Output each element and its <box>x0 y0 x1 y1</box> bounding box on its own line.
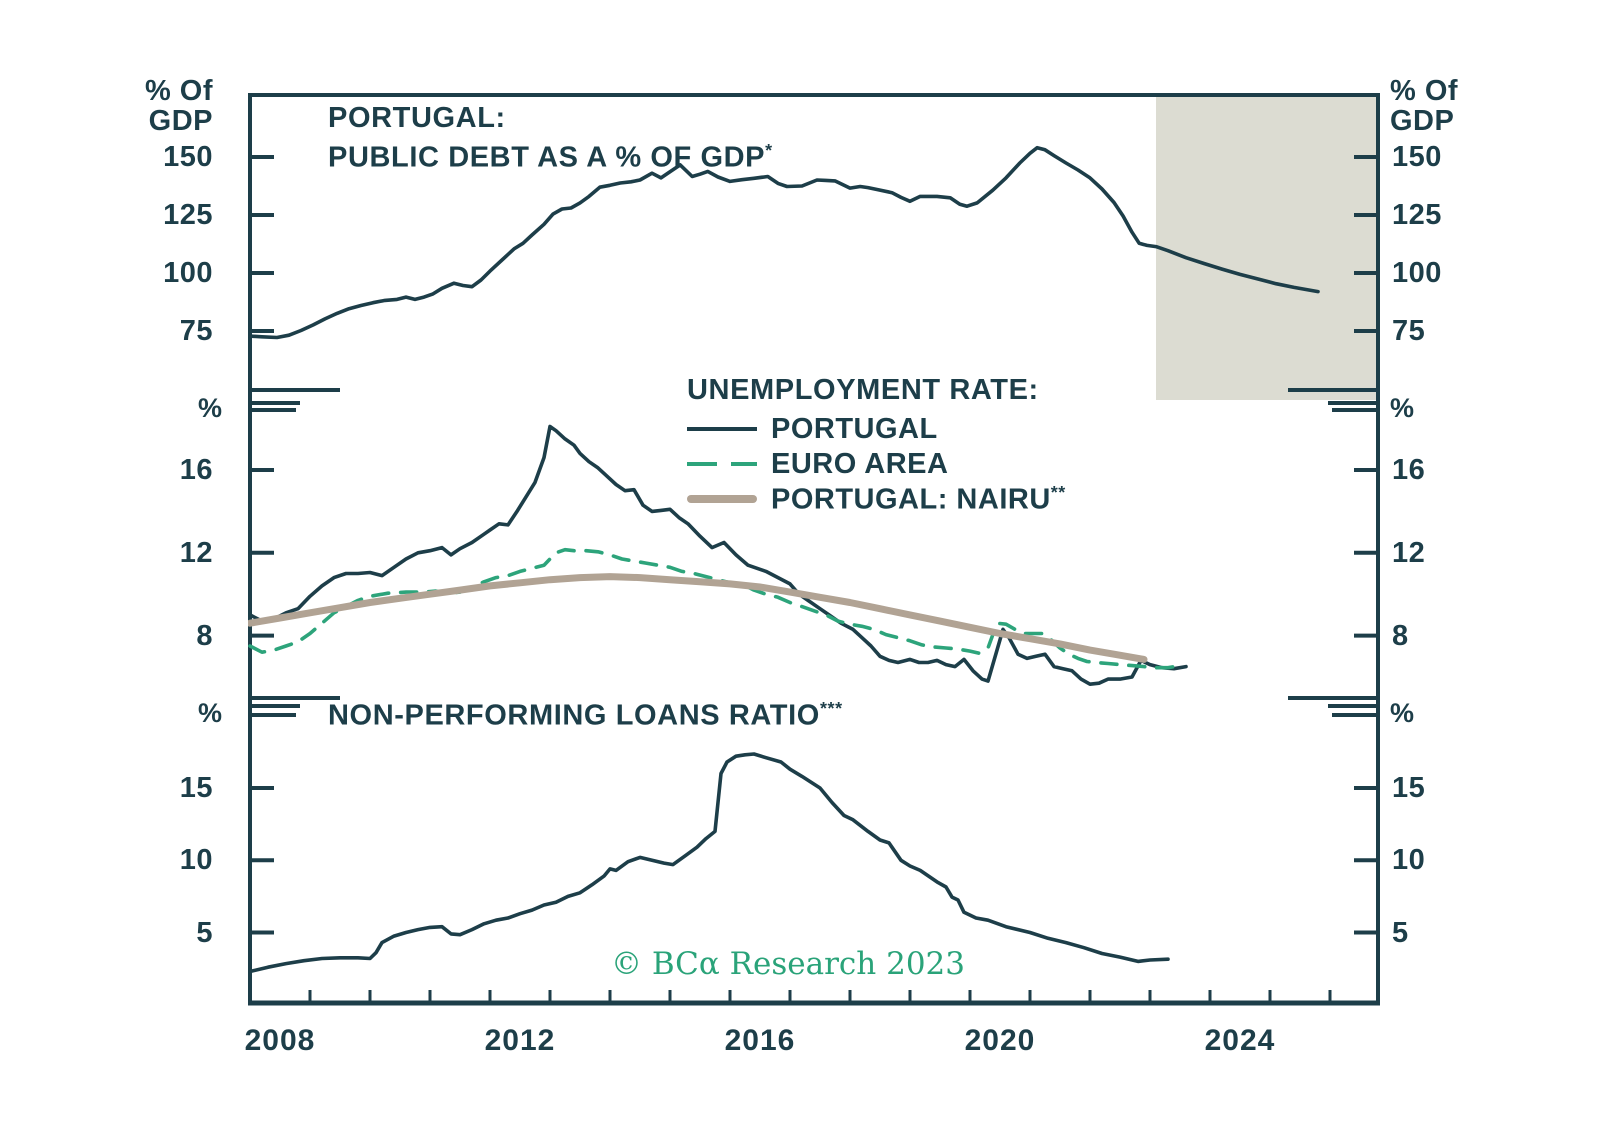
y-tick-label-left: 125 <box>163 199 213 231</box>
legend-item-nairu: PORTUGAL: NAIRU** <box>687 482 1066 516</box>
y-axis-unit-bottom-left: % <box>197 698 222 728</box>
y-tick-label-right: 15 <box>1392 772 1426 804</box>
y-tick-label-left: 100 <box>163 257 213 289</box>
y-tick-label-right: 16 <box>1392 454 1426 486</box>
y-tick-label-left: 5 <box>196 916 213 949</box>
debt-line <box>248 145 1320 340</box>
y-tick-label-left: 75 <box>179 315 213 347</box>
y-tick-label-right: 125 <box>1392 199 1442 231</box>
x-axis-year-label: 2008 <box>244 1024 316 1057</box>
y-tick-label-right: 100 <box>1392 257 1442 289</box>
x-axis-year-label: 2016 <box>724 1024 796 1057</box>
y-tick-label-right: 12 <box>1392 536 1426 569</box>
nairu-line <box>248 573 1148 663</box>
bottom-panel-title: NON-PERFORMING LOANS RATIO*** <box>328 698 843 732</box>
y-tick-label-right: 5 <box>1392 916 1409 949</box>
y-tick-label-right: 10 <box>1392 844 1426 877</box>
legend-item-portugal: PORTUGAL <box>687 412 938 446</box>
y-axis-unit-bottom-right: % <box>1390 698 1415 728</box>
y-tick-label-left: 12 <box>179 536 213 569</box>
x-axis-year-label: 2012 <box>484 1024 556 1057</box>
x-axis-year-label: 2020 <box>964 1024 1036 1057</box>
portugal-unemployment-line <box>248 424 1188 687</box>
copyright-text: © BCα Research 2023 <box>610 946 966 982</box>
y-axis-unit-middle-left: % <box>197 393 222 423</box>
euro-area-unemployment-line <box>248 547 1182 670</box>
top-panel-title: PORTUGAL: PUBLIC DEBT AS A % OF GDP* <box>328 102 773 174</box>
y-tick-label-left: 15 <box>179 772 213 804</box>
portugal-line-swatch <box>687 427 757 431</box>
y-tick-label-right: 150 <box>1392 141 1442 173</box>
y-tick-label-left: 150 <box>163 141 213 173</box>
y-tick-label-left: 8 <box>196 619 213 652</box>
y-tick-label-right: 8 <box>1392 619 1409 652</box>
npl-line <box>248 752 1170 974</box>
x-axis-year-label: 2024 <box>1204 1024 1276 1057</box>
legend-title: UNEMPLOYMENT RATE: <box>687 374 1039 406</box>
nairu-line-swatch <box>687 495 757 503</box>
y-tick-label-left: 10 <box>179 844 213 877</box>
y-axis-unit-top-right: % Of GDP <box>1390 75 1459 137</box>
y-tick-label-left: 16 <box>179 454 213 486</box>
forecast-shading <box>1156 95 1378 400</box>
y-tick-label-right: 75 <box>1392 315 1426 347</box>
y-axis-unit-middle-right: % <box>1390 393 1415 423</box>
y-axis-unit-top-left: % Of GDP <box>144 75 213 137</box>
legend-item-euro-area: EURO AREA <box>687 447 948 481</box>
euro-area-line-swatch <box>687 462 757 466</box>
